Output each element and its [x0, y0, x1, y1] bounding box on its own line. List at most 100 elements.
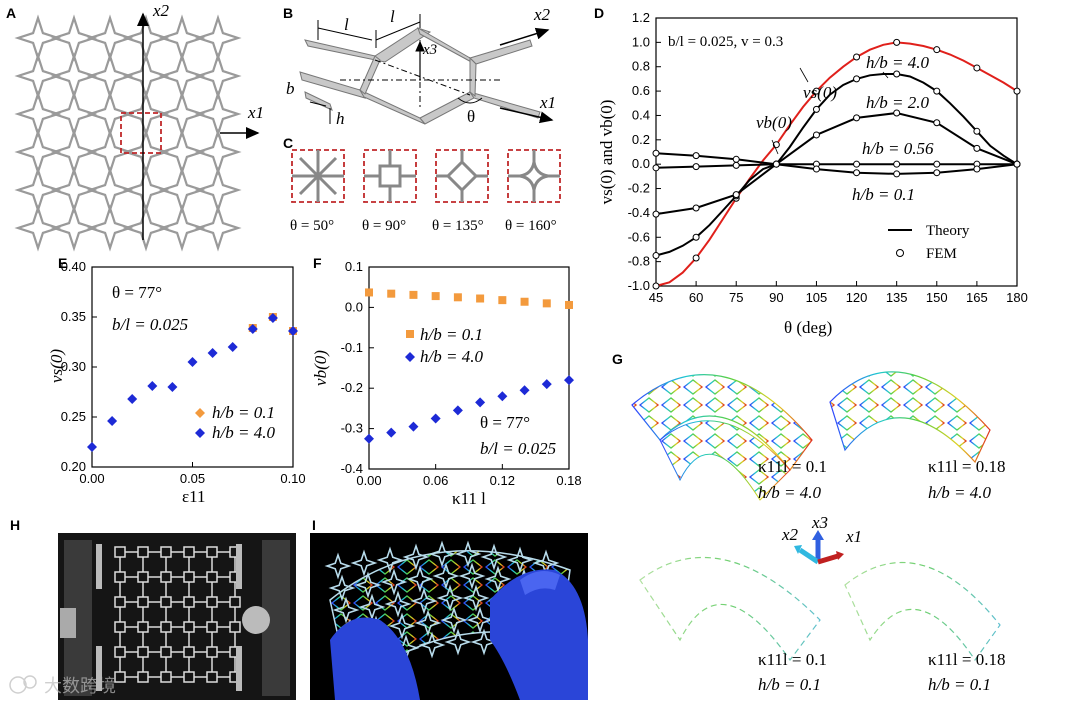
data-point: [933, 46, 941, 54]
x-tick-label: 0.12: [490, 473, 515, 488]
data-point: [364, 433, 374, 444]
f-legend-marker-1: [406, 330, 414, 338]
e-legend-marker-2: [195, 428, 205, 438]
lattice-star: [454, 540, 482, 568]
data-point: [476, 294, 485, 303]
legend-circle: [896, 249, 904, 257]
axes-f: 0.00 0.06 0.12 0.18 -0.4 -0.3 -0.2 -0.1 0.0 0.1: [341, 259, 582, 488]
glove-left: [330, 617, 420, 700]
panel-label-d: D: [594, 5, 604, 21]
lattice-star: [462, 584, 490, 612]
f-annotation-bl: b/l = 0.025: [480, 439, 556, 458]
data-point: [692, 254, 700, 262]
y-tick-label: -1.0: [628, 278, 650, 293]
g-label-1h: h/b = 4.0: [758, 483, 821, 502]
data-point: [692, 152, 700, 160]
data-point: [187, 357, 198, 367]
dim-l1: [317, 27, 373, 41]
lattice-star: [122, 204, 170, 252]
c-label-2: θ = 90°: [362, 218, 406, 234]
panel-label-a: A: [6, 5, 16, 21]
y-tick-label: -0.4: [628, 205, 650, 220]
y-tick-label: 0.1: [345, 259, 363, 274]
d-ylabel: vs(0) and vb(0): [597, 100, 616, 205]
data-point: [732, 161, 740, 169]
lattice-star: [14, 204, 62, 252]
data-point: [973, 165, 981, 173]
panel-label-i: I: [312, 517, 316, 533]
x-tick-label: 150: [926, 290, 948, 305]
legend-theory: Theory: [926, 223, 970, 239]
data-point: [1013, 87, 1021, 95]
series-line: [655, 152, 1018, 175]
data-point: [519, 385, 530, 396]
g-label-3k: κ11l = 0.1: [758, 650, 827, 669]
x-tick-label: 0.06: [423, 473, 448, 488]
y-tick-label: -0.8: [628, 254, 650, 269]
d-label-vb: vb(0): [756, 113, 792, 132]
series-line: [655, 163, 1017, 169]
x-tick-label: 60: [689, 290, 703, 305]
e-legend-1: h/b = 0.1: [212, 403, 275, 422]
data-point: [167, 382, 178, 392]
data-point: [692, 233, 700, 241]
data-point: [812, 131, 820, 139]
lattice-star: [158, 204, 206, 252]
lattice-star: [402, 543, 430, 571]
x-tick-label: 45: [649, 290, 663, 305]
x-tick-label: 180: [1006, 290, 1028, 305]
y-tick-label: -0.4: [341, 461, 363, 476]
e-legend-marker-1: [195, 408, 205, 418]
lattice-star: [470, 628, 498, 656]
data-point: [853, 160, 861, 168]
e-xlabel: ε11: [182, 487, 206, 506]
x-tick-label: 0.05: [180, 471, 205, 486]
c-label-3: θ = 135°: [432, 218, 484, 234]
y-tick-label: 0.30: [61, 359, 86, 374]
f-xlabel: κ11 l: [452, 489, 486, 508]
panel-g: G κ11l = 0.1 h/b = 4.0 κ11l = 0.18 h/b =…: [612, 351, 1006, 694]
lattice-star: [354, 571, 382, 599]
axes-d: 45 60 75 90 105 120 135 150 165 180 -1.0 -0.8 -0.6 -0…: [628, 10, 1028, 305]
x-tick-label: 165: [966, 290, 988, 305]
y-tick-label: 0.8: [632, 59, 650, 74]
lattice-star: [480, 543, 508, 571]
panel-i: I: [310, 517, 588, 700]
e-annotation-theta: θ = 77°: [112, 283, 162, 302]
e-annotation-bl: b/l = 0.025: [112, 315, 188, 334]
x1-label: x1: [247, 103, 264, 122]
data-point: [893, 170, 901, 178]
lattice-star: [444, 628, 472, 656]
label-l1: l: [344, 15, 349, 34]
lattice-star: [466, 606, 494, 634]
f-legend-marker-2: [405, 352, 415, 362]
x-tick-label: 0.18: [556, 473, 581, 488]
star-lattice: [14, 14, 242, 252]
deformed-lattice-1: [631, 374, 813, 471]
label-b: b: [286, 79, 295, 98]
g-x2: x2: [781, 525, 799, 544]
data-point: [893, 38, 901, 46]
lattice-star: [410, 587, 438, 615]
lattice-star: [406, 565, 434, 593]
data-point: [227, 342, 238, 352]
cell-theta-50: [291, 149, 345, 203]
lattice-star: [440, 606, 468, 634]
data-point: [893, 109, 901, 117]
deformed-lattice-3: [639, 557, 821, 662]
e-legend-2: h/b = 4.0: [212, 423, 275, 442]
cell-theta-160: [507, 149, 561, 203]
x-tick-label: 90: [769, 290, 783, 305]
f-legend-2: h/b = 4.0: [420, 347, 483, 366]
d-label-hb056: h/b = 0.56: [862, 139, 934, 158]
data-point: [853, 75, 861, 83]
data-point: [933, 119, 941, 127]
lattice-star: [432, 562, 460, 590]
data-point: [87, 442, 97, 452]
data-point: [107, 416, 118, 426]
label-theta: θ: [467, 107, 475, 126]
b-x1-arrow: [499, 107, 554, 124]
label-b-x2: x2: [533, 5, 551, 24]
data-point: [541, 379, 552, 390]
data-point: [288, 326, 298, 336]
